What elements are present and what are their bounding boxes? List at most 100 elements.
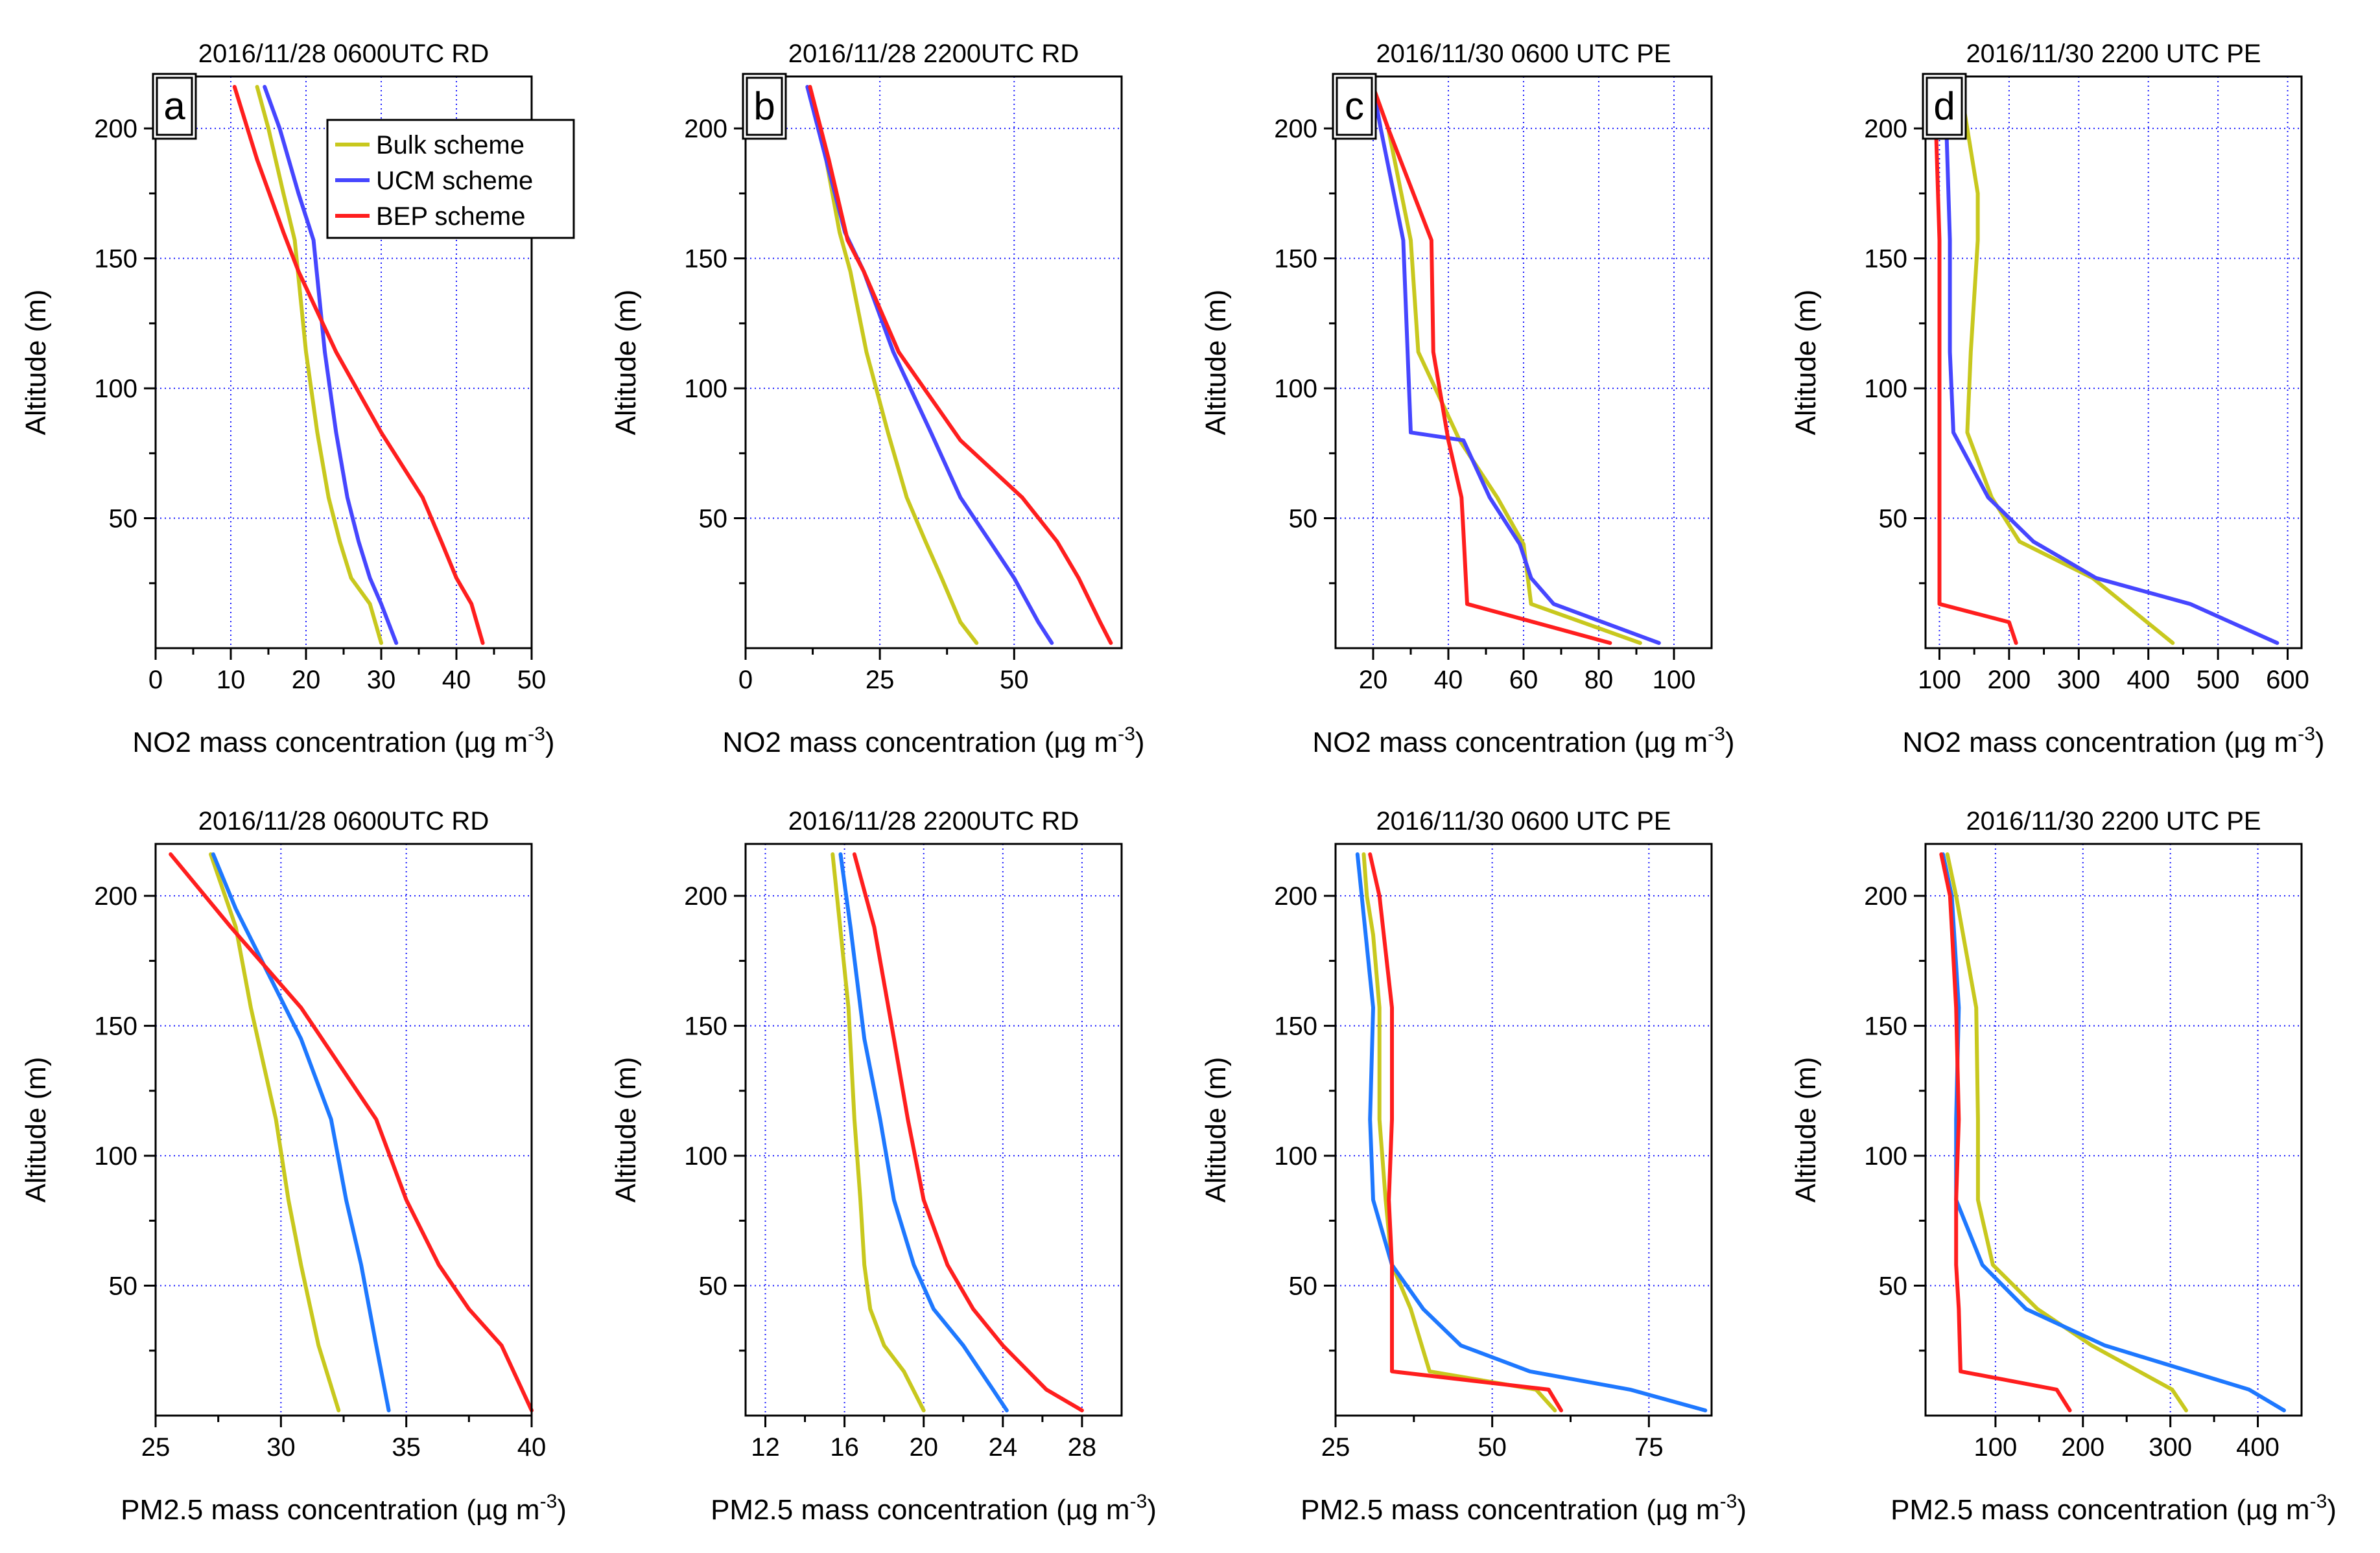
series-line-ucm-scheme: [211, 852, 391, 1412]
x-axis-label-close: ): [1147, 1494, 1157, 1526]
panel-4: 100 200 300 400 500 600 50 100 150 200 2016/11/30 …: [1790, 40, 2325, 758]
y-tick-label: 50: [1879, 1272, 1908, 1301]
x-tick-label: 30: [266, 1433, 296, 1462]
chart-title: 2016/11/30 2200 UTC PE: [1966, 40, 2261, 68]
chart-title: 2016/11/30 0600 UTC PE: [1376, 40, 1671, 68]
y-tick-label: 100: [684, 375, 727, 403]
x-tick-label: 50: [517, 666, 547, 694]
panel-letter-box: [742, 73, 787, 140]
x-axis-label-close: ): [2315, 727, 2325, 758]
legend-label: UCM scheme: [376, 167, 533, 195]
x-tick-label: 200: [1988, 666, 2031, 694]
x-tick-label: 28: [1068, 1433, 1097, 1462]
series-line-bulk-scheme: [831, 852, 926, 1412]
x-tick-label: 25: [1321, 1433, 1350, 1462]
y-axis-label: Altitude (m): [20, 290, 52, 436]
panel-letter-box: [152, 73, 197, 140]
series-line-bulk-scheme: [1371, 85, 1642, 645]
x-axis-label: PM2.5 mass concentration (µg m-3): [1301, 1491, 1747, 1526]
chart-title: 2016/11/28 0600UTC RD: [198, 40, 489, 68]
x-tick-label: 10: [217, 666, 246, 694]
x-axis-label-main: PM2.5 mass concentration (µg m: [1891, 1494, 2310, 1526]
panel-letter-box-inner: [156, 76, 193, 136]
legend: Bulk scheme UCM scheme BEP scheme: [326, 119, 575, 239]
plot-frame: [154, 843, 533, 1417]
y-tick-label: 150: [684, 245, 727, 274]
x-tick-label: 40: [1434, 666, 1463, 694]
x-tick-label: 300: [2149, 1433, 2192, 1462]
x-tick-label: 50: [1478, 1433, 1507, 1462]
y-axis-label: Altitude (m): [1790, 290, 1822, 436]
x-axis-label-exponent: -3: [528, 723, 545, 745]
x-axis-label-close: ): [1737, 1494, 1747, 1526]
x-axis-label-exponent: -3: [1118, 723, 1135, 745]
chart-title: 2016/11/28 0600UTC RD: [198, 807, 489, 835]
y-axis-label: Altitude (m): [1200, 1057, 1232, 1203]
x-tick-label: 35: [392, 1433, 421, 1462]
series-line-ucm-scheme: [1941, 852, 2286, 1412]
y-axis-label: Altitude (m): [610, 290, 642, 436]
panel-letter-box: [1332, 73, 1377, 140]
y-tick-label: 100: [1864, 375, 1907, 403]
panel-letter-box-inner: [1336, 76, 1373, 136]
x-tick-label: 12: [751, 1433, 780, 1462]
series-line-bep-scheme: [1931, 85, 2018, 645]
y-tick-label: 100: [1274, 1142, 1317, 1171]
y-tick-label: 50: [1289, 1272, 1318, 1301]
x-axis-label-main: NO2 mass concentration (µg m: [722, 727, 1118, 758]
y-tick-label: 150: [1274, 1012, 1317, 1041]
y-axis-label: Altitude (m): [1200, 290, 1232, 436]
x-tick-label: 80: [1585, 666, 1614, 694]
y-tick-label: 50: [109, 1272, 138, 1301]
y-tick-label: 50: [1879, 505, 1908, 533]
y-tick-label: 150: [1864, 1012, 1907, 1041]
x-axis-label-exponent: -3: [2298, 723, 2315, 745]
x-tick-label: 0: [148, 666, 163, 694]
x-tick-label: 60: [1509, 666, 1538, 694]
series-line-ucm-scheme: [1371, 85, 1661, 645]
series-line-bulk-scheme: [1361, 852, 1557, 1412]
x-axis-label: NO2 mass concentration (µg m-3): [1902, 723, 2324, 758]
series-line-ucm-scheme: [805, 85, 1054, 645]
y-tick-label: 50: [109, 505, 138, 533]
x-axis-label-close: ): [2327, 1494, 2337, 1526]
x-tick-label: 100: [1653, 666, 1696, 694]
x-tick-label: 0: [738, 666, 753, 694]
series-line-ucm-scheme: [1355, 852, 1708, 1412]
panel-letter: a: [163, 84, 185, 128]
x-tick-label: 400: [2127, 666, 2170, 694]
x-axis-label-exponent: -3: [1130, 1491, 1148, 1512]
series-line-ucm-scheme: [263, 85, 399, 645]
x-axis-label-close: ): [1135, 727, 1145, 758]
chart-title: 2016/11/30 2200 UTC PE: [1966, 807, 2261, 835]
x-axis-label: NO2 mass concentration (µg m-3): [1312, 723, 1734, 758]
x-axis-label-close: ): [1725, 727, 1735, 758]
x-axis-label-main: NO2 mass concentration (µg m: [1312, 727, 1708, 758]
series-line-bep-scheme: [232, 85, 485, 645]
x-axis-label-main: PM2.5 mass concentration (µg m: [121, 1494, 540, 1526]
x-tick-label: 100: [1974, 1433, 2018, 1462]
y-tick-label: 200: [684, 882, 727, 911]
x-tick-label: 40: [442, 666, 471, 694]
y-axis-label: Altitude (m): [610, 1057, 642, 1203]
y-tick-label: 200: [94, 115, 137, 143]
y-axis-label: Altitude (m): [1790, 1057, 1822, 1203]
y-tick-label: 100: [94, 1142, 137, 1171]
x-axis-label: NO2 mass concentration (µg m-3): [132, 723, 554, 758]
y-tick-label: 50: [1289, 505, 1318, 533]
x-tick-label: 400: [2236, 1433, 2280, 1462]
chart-title: 2016/11/28 2200UTC RD: [788, 807, 1079, 835]
series-line-bulk-scheme: [255, 85, 383, 645]
x-axis-label: PM2.5 mass concentration (µg m-3): [1891, 1491, 2337, 1526]
series-line-bulk-scheme: [1945, 852, 2188, 1412]
y-tick-label: 150: [684, 1012, 727, 1041]
x-tick-label: 16: [830, 1433, 859, 1462]
x-tick-label: 30: [367, 666, 396, 694]
panel-letter-box-inner: [1926, 76, 1963, 136]
y-tick-label: 150: [1864, 245, 1907, 274]
x-axis-label-close: ): [557, 1494, 567, 1526]
y-tick-label: 50: [699, 1272, 728, 1301]
panel-letter-box-inner: [746, 76, 783, 136]
y-tick-label: 100: [94, 375, 137, 403]
y-tick-label: 200: [1274, 882, 1317, 911]
